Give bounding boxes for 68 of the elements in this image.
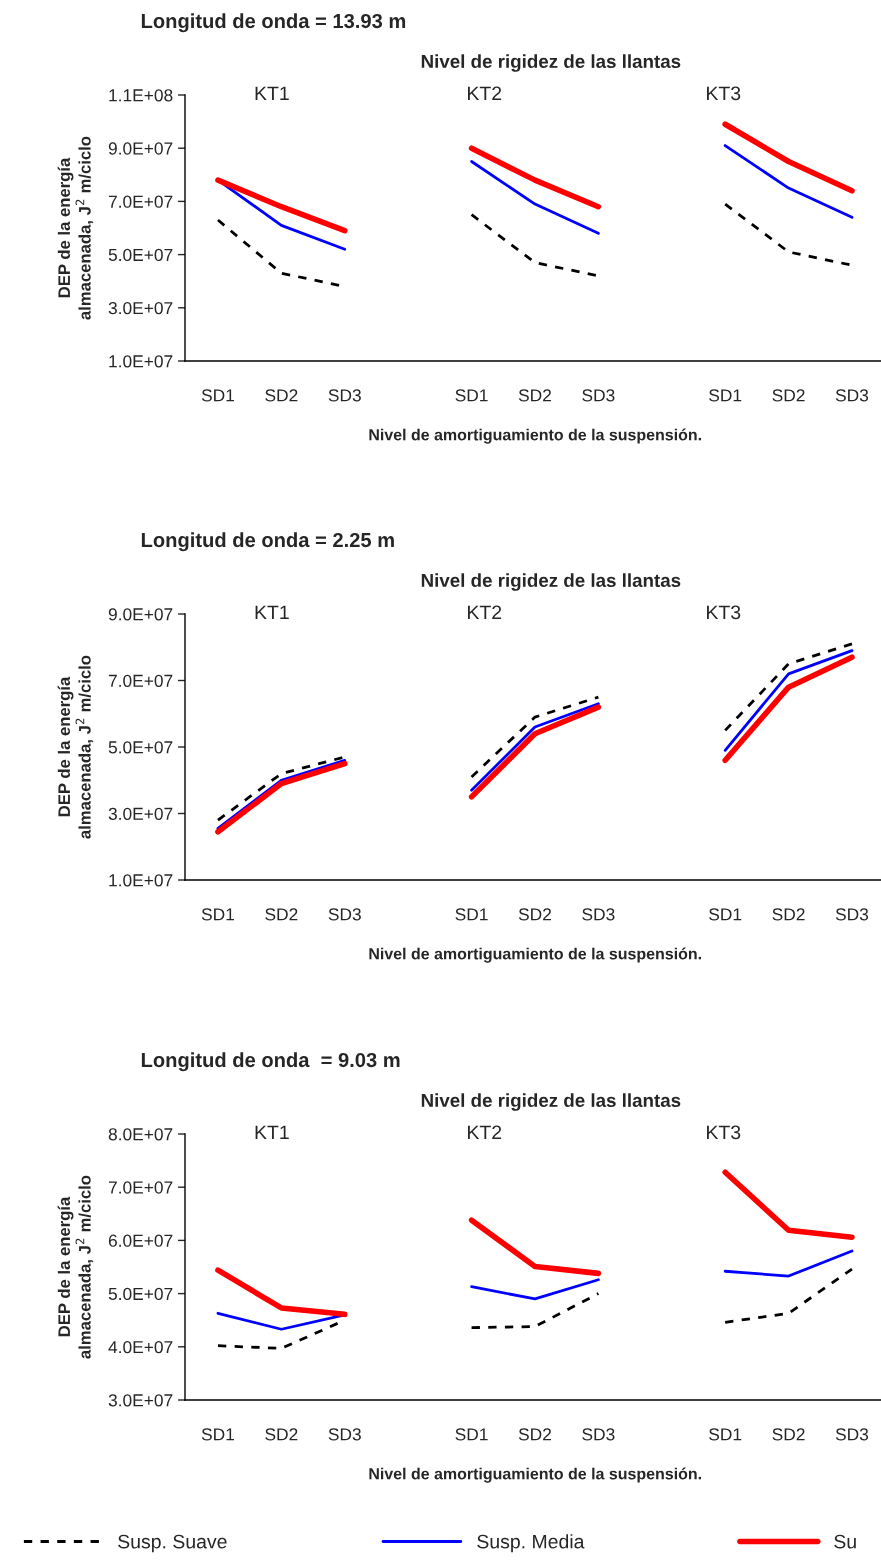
- annotation: KT2: [468, 605, 502, 620]
- x-tick-label: SD1: [709, 1428, 742, 1441]
- x-tick-label: SD3: [835, 389, 869, 402]
- y-tick-label: 9.0E+07: [108, 142, 173, 155]
- y-tick-label: 3.0E+07: [108, 807, 173, 820]
- chart-title: Longitud de onda = 13.93 m: [141, 13, 406, 33]
- y-tick-label: 5.0E+07: [108, 248, 173, 262]
- x-axis-title: Nivel de amortiguamiento de la suspensión.: [369, 947, 701, 963]
- text: Nivel de rigidez de las llantas: [421, 1093, 681, 1111]
- y-tick-label: 1.1E+08: [109, 89, 173, 102]
- y-tick-label: 1.0E+07: [109, 874, 173, 887]
- y-tick-label: 7.0E+07: [108, 674, 173, 687]
- annotation: KT3: [707, 605, 741, 620]
- y-tick-label: 6.0E+07: [108, 1234, 173, 1247]
- x-tick-label: SD3: [582, 389, 615, 402]
- text: Nivel de rigidez de las llantas: [421, 54, 681, 72]
- y-tick-label: 5.0E+07: [108, 1287, 173, 1301]
- x-axis-title: Nivel de amortiguamiento de la suspensión.: [369, 1467, 701, 1483]
- x-tick-label: SD3: [835, 908, 869, 921]
- annotation: KT1: [255, 1125, 289, 1140]
- x-tick-label: SD2: [772, 389, 805, 402]
- x-axis-title: Nivel de amortiguamiento de la suspensión.: [369, 428, 701, 444]
- text: Nivel de rigidez de las llantas: [421, 573, 681, 591]
- x-tick-label: SD1: [455, 1428, 488, 1441]
- x-tick-label: SD1: [201, 389, 235, 402]
- y-axis-title: DEP de la energía almacenada, J$^{2}$ m/ciclo: [57, 1175, 94, 1359]
- x-tick-label: SD2: [265, 389, 298, 402]
- annotation: KT1: [255, 86, 289, 101]
- x-tick-label: SD2: [772, 1428, 805, 1441]
- x-tick-label: SD2: [518, 389, 551, 402]
- x-tick-label: SD3: [582, 908, 615, 921]
- legend-label: Susp. Media: [477, 1534, 585, 1553]
- x-tick-label: SD2: [772, 908, 805, 921]
- annotation: KT1: [255, 605, 289, 620]
- chart-title: Longitud de onda = 2.25 m: [141, 532, 394, 552]
- x-tick-label: SD1: [709, 389, 742, 402]
- y-tick-label: 3.0E+07: [108, 301, 173, 315]
- y-tick-label: 5.0E+07: [108, 741, 173, 754]
- x-tick-label: SD3: [328, 908, 361, 921]
- x-tick-label: SD1: [709, 908, 742, 921]
- x-tick-label: SD1: [201, 1428, 235, 1441]
- x-tick-label: SD2: [518, 908, 551, 921]
- x-tick-label: SD2: [265, 908, 298, 921]
- x-tick-label: SD3: [328, 389, 361, 402]
- x-tick-label: SD1: [455, 389, 488, 402]
- annotation: KT2: [468, 1125, 502, 1140]
- legend-label: Susp. Suave: [118, 1534, 227, 1553]
- x-tick-label: SD3: [835, 1428, 869, 1441]
- legend-label: Su: [834, 1534, 856, 1549]
- y-tick-label: 9.0E+07: [108, 608, 173, 621]
- y-tick-label: 4.0E+07: [108, 1340, 173, 1354]
- x-tick-label: SD1: [201, 908, 235, 921]
- y-tick-label: 1.0E+07: [109, 355, 173, 368]
- chart-title: Longitud de onda = 9.03 m: [141, 1052, 400, 1072]
- y-tick-label: 3.0E+07: [108, 1394, 173, 1407]
- annotation: KT2: [468, 86, 502, 101]
- y-tick-label: 8.0E+07: [108, 1128, 173, 1141]
- y-tick-label: 7.0E+07: [108, 195, 173, 208]
- x-tick-label: SD2: [265, 1428, 298, 1441]
- x-tick-label: SD3: [328, 1428, 361, 1441]
- y-axis-title: DEP de la energía almacenada, J$^{2}$ m/ciclo: [57, 136, 94, 320]
- annotation: KT3: [707, 1125, 741, 1140]
- y-axis-title: DEP de la energía almacenada, J$^{2}$ m/ciclo: [57, 655, 94, 839]
- annotation: KT3: [707, 86, 741, 101]
- x-tick-label: SD1: [455, 908, 488, 921]
- x-tick-label: SD3: [582, 1428, 615, 1441]
- y-tick-label: 7.0E+07: [108, 1181, 173, 1194]
- x-tick-label: SD2: [518, 1428, 551, 1441]
